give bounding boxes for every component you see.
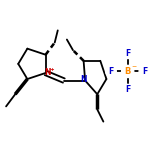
Text: F: F (142, 67, 147, 76)
Circle shape (139, 66, 150, 77)
Circle shape (122, 48, 133, 59)
Circle shape (106, 66, 116, 77)
Text: B: B (124, 67, 131, 76)
Circle shape (122, 84, 133, 95)
Text: F: F (125, 85, 130, 94)
Text: F: F (108, 67, 114, 76)
Text: F: F (125, 49, 130, 58)
Text: N: N (45, 68, 51, 77)
Text: +: + (49, 67, 54, 72)
Circle shape (122, 65, 134, 78)
Text: N: N (80, 75, 87, 84)
Text: −: − (131, 63, 136, 68)
